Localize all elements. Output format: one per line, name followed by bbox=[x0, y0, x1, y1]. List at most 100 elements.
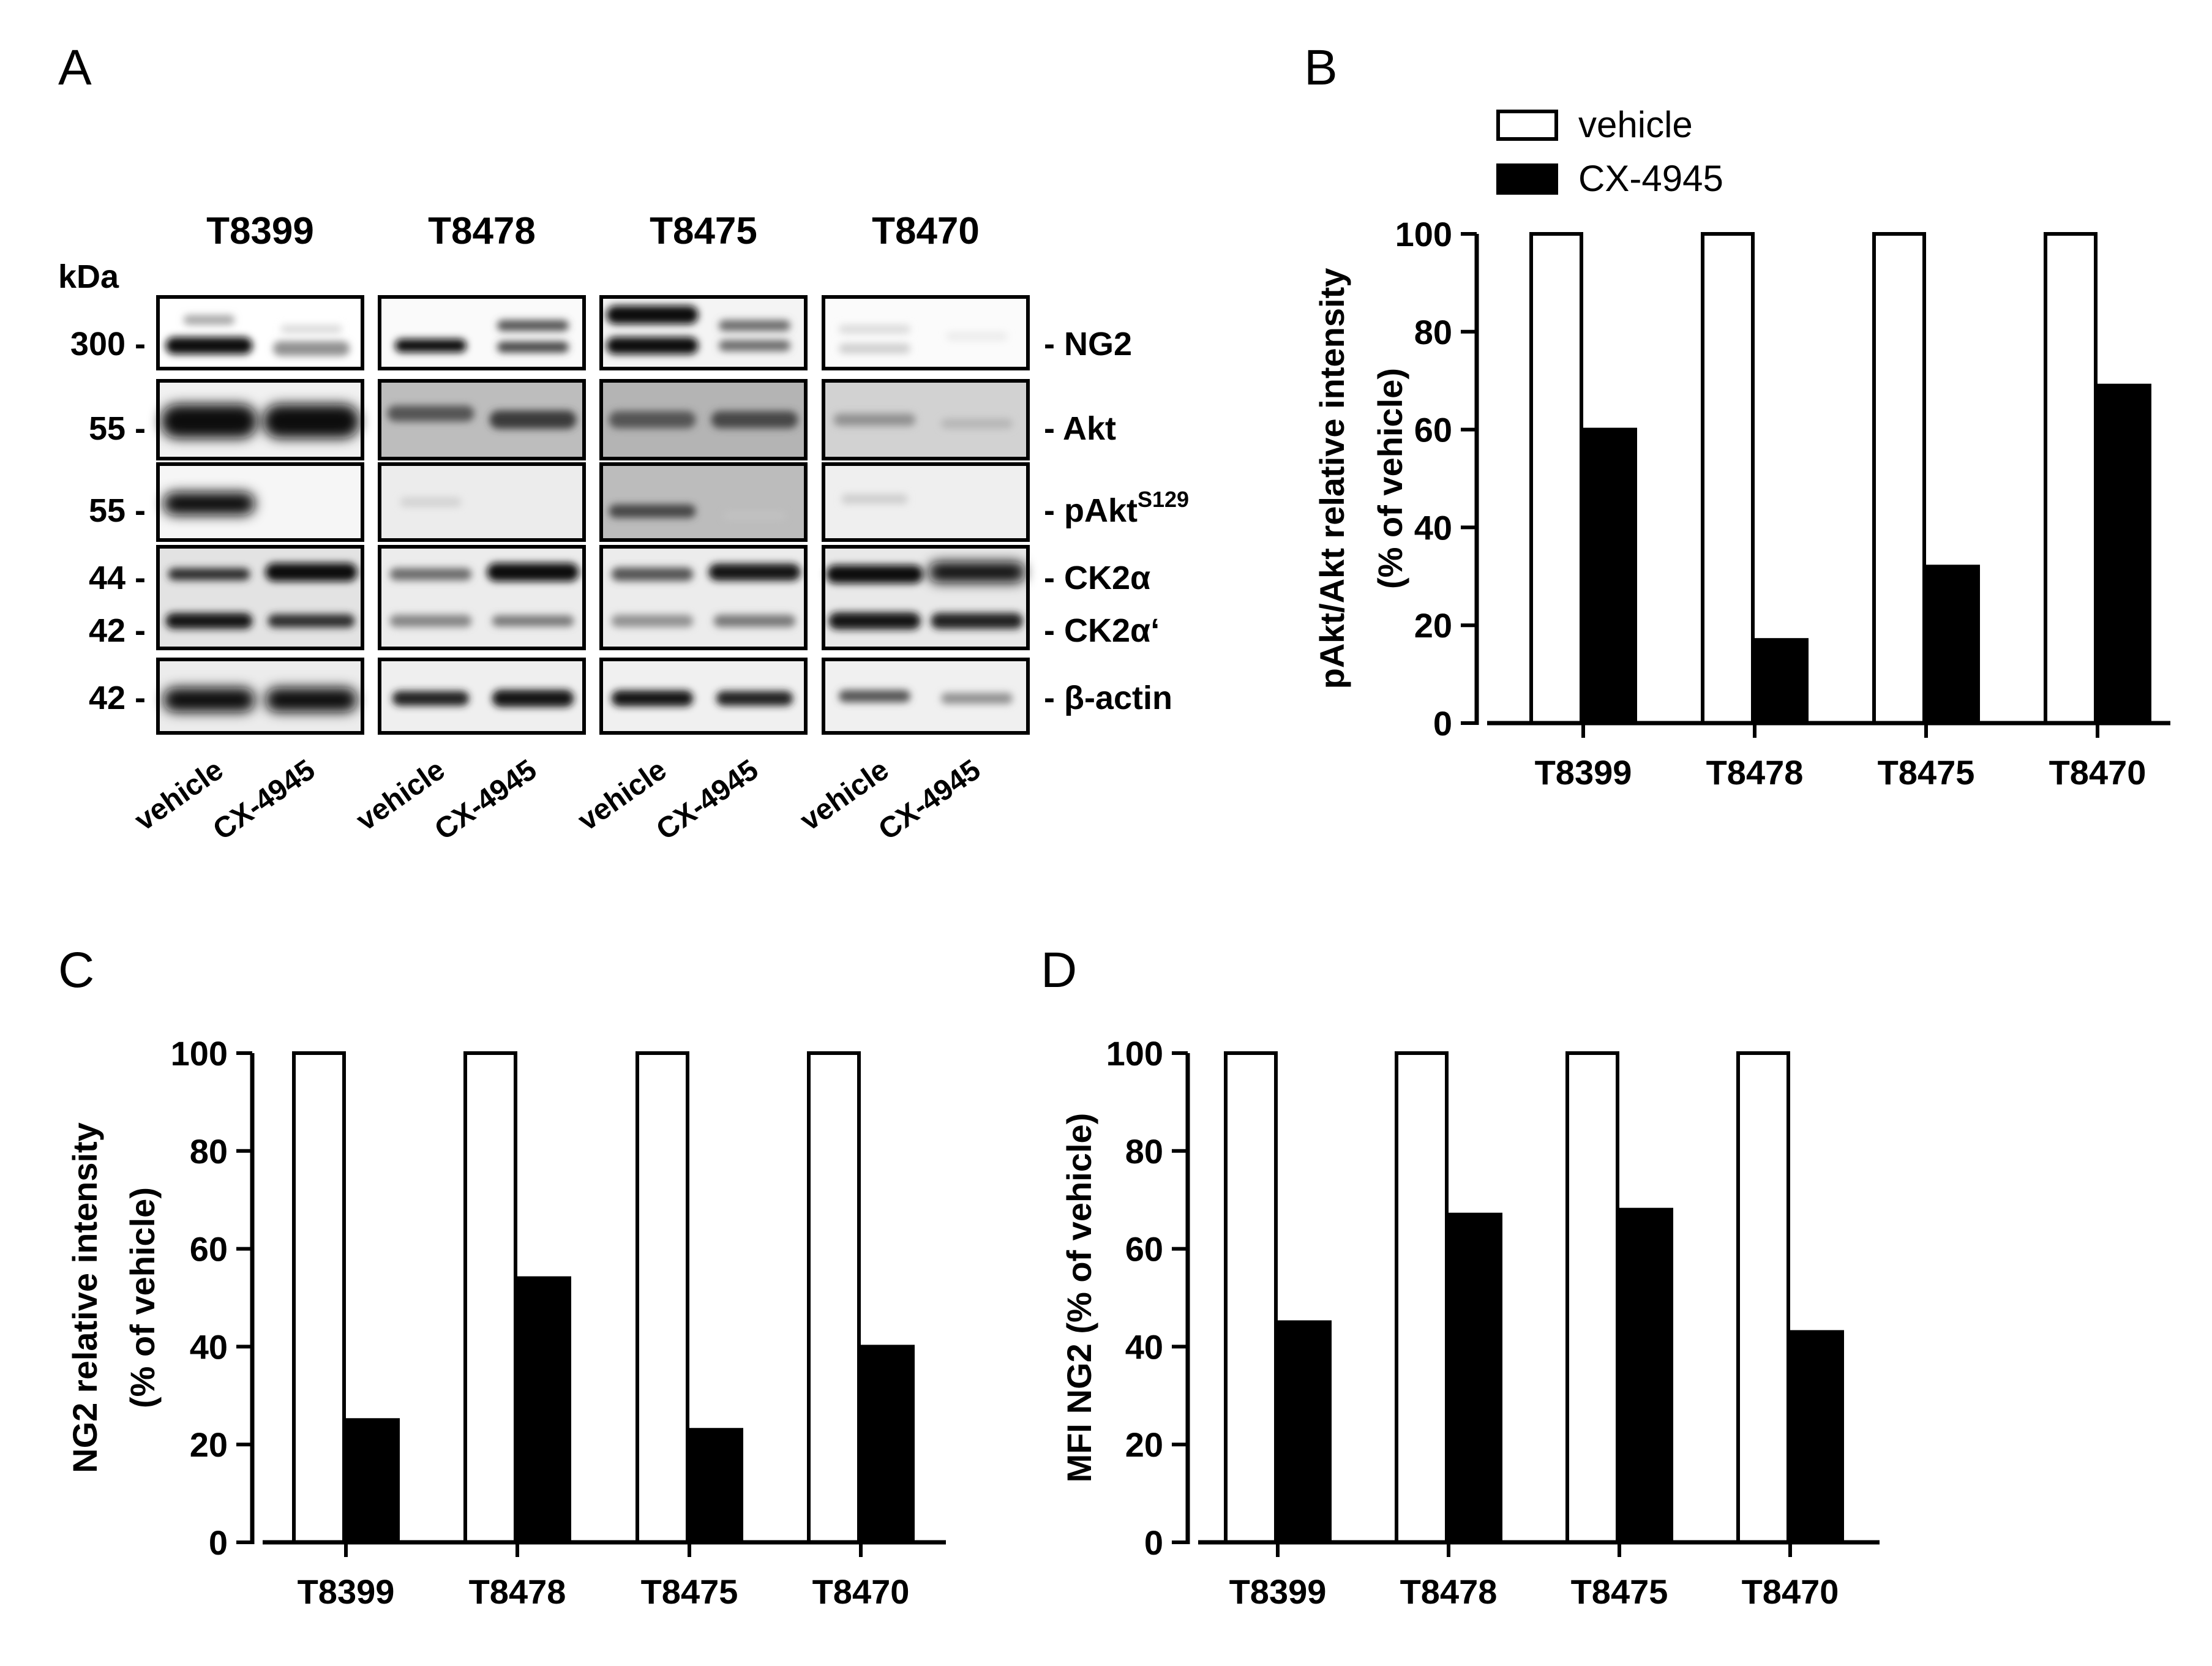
y-tick-label-80: 80 bbox=[1125, 1132, 1163, 1171]
blot-band-row4-g1-0 bbox=[392, 691, 470, 706]
panel-label-b: B bbox=[1304, 40, 1338, 96]
bar-T8399-vehicle bbox=[1529, 232, 1583, 725]
bar-T8470-vehicle bbox=[1736, 1051, 1790, 1544]
blot-band-row1-g2-1 bbox=[711, 411, 798, 429]
x-tick-label-T8478: T8478 bbox=[1400, 1572, 1498, 1611]
blot-band-row1-g1-0 bbox=[387, 405, 474, 422]
kda-header: kDa bbox=[58, 258, 119, 295]
blot-band-row0-g0-1 bbox=[183, 315, 235, 325]
bar-T8478-cx4945 bbox=[1755, 638, 1809, 726]
marker-label-row1-0: 55 - bbox=[89, 410, 146, 447]
x-tick-label-T8475: T8475 bbox=[641, 1572, 738, 1611]
x-tick-label-T8478: T8478 bbox=[469, 1572, 566, 1611]
legend-label-vehicle: vehicle bbox=[1578, 104, 1693, 145]
blot-band-row3-g1-1 bbox=[389, 615, 472, 628]
blot-band-row2-g3-0 bbox=[841, 494, 908, 505]
x-tick-label-T8399: T8399 bbox=[1229, 1572, 1327, 1611]
bar-T8475-vehicle bbox=[635, 1051, 689, 1544]
x-tick-label-T8470: T8470 bbox=[1742, 1572, 1839, 1611]
marker-label-row0-0: 300 - bbox=[70, 326, 146, 362]
x-tick-label-T8475: T8475 bbox=[1571, 1572, 1668, 1611]
x-tick-label-T8470: T8470 bbox=[2049, 753, 2146, 792]
blot-band-row2-g0-0 bbox=[163, 492, 255, 516]
western-blot: T8399 T8478 T8475 T8470 kDa 300 - - NG2 55 - - A… bbox=[58, 210, 1189, 847]
x-tick-label-T8399: T8399 bbox=[298, 1572, 395, 1611]
y-tick-label-80: 80 bbox=[190, 1132, 228, 1171]
sample-header-T8399: T8399 bbox=[206, 210, 314, 252]
chart-ng2-intensity: T8399 T8478 T8475 T8470 0 20 40 60 80 100 NG2 rela… bbox=[66, 1034, 946, 1611]
y-axis-label-0: NG2 relative intensity bbox=[66, 1122, 104, 1473]
blot-band-row4-g0-1 bbox=[265, 688, 358, 712]
blot-box-row3-T8399 bbox=[156, 545, 364, 650]
blot-band-row3-g2-2 bbox=[708, 563, 801, 581]
y-tick-label-40: 40 bbox=[1414, 508, 1452, 547]
y-axis-label-1: (% of vehicle) bbox=[123, 1187, 162, 1408]
y-tick-label-60: 60 bbox=[1125, 1230, 1163, 1269]
blot-band-row3-g3-3 bbox=[931, 613, 1023, 629]
blot-box-row2-T8478 bbox=[378, 462, 586, 542]
y-axis-label-1: (% of vehicle) bbox=[1371, 368, 1409, 589]
sample-header-T8478: T8478 bbox=[428, 210, 536, 252]
blot-band-row3-g1-2 bbox=[487, 563, 579, 582]
y-tick-label-0: 0 bbox=[1144, 1523, 1163, 1562]
blot-band-row4-g1-1 bbox=[492, 689, 574, 707]
blot-band-row1-g1-1 bbox=[489, 410, 577, 429]
protein-label-row0-0: - NG2 bbox=[1044, 326, 1132, 362]
protein-label-superscript: S129 bbox=[1138, 487, 1189, 512]
blot-band-row0-g1-2 bbox=[497, 341, 569, 353]
y-axis-label-0: MFI NG2 (% of vehicle) bbox=[1060, 1113, 1098, 1483]
legend: vehicle CX-4945 bbox=[1496, 104, 1723, 199]
y-tick-label-80: 80 bbox=[1414, 313, 1452, 351]
legend-label-cx4945: CX-4945 bbox=[1578, 158, 1723, 199]
y-axis-label-0: pAkt/Akt relative intensity bbox=[1313, 268, 1351, 689]
bar-T8478-cx4945 bbox=[517, 1276, 571, 1545]
chart-pakt-akt: T8399 T8478 T8475 T8470 0 20 40 60 80 100 pAkt/Akt… bbox=[1313, 215, 2170, 792]
y-tick-label-100: 100 bbox=[1106, 1034, 1163, 1073]
y-tick-label-40: 40 bbox=[1125, 1327, 1163, 1366]
blot-band-row4-g0-0 bbox=[163, 688, 255, 712]
y-tick-label-20: 20 bbox=[190, 1425, 228, 1464]
lane-label-T8470-cx4945: CX-4945 bbox=[873, 754, 987, 847]
marker-label-row3-1: 42 - bbox=[89, 612, 146, 649]
blot-band-row3-g3-1 bbox=[828, 612, 921, 630]
bar-T8475-cx4945 bbox=[689, 1428, 743, 1544]
bar-T8475-cx4945 bbox=[1619, 1207, 1673, 1545]
blot-box-row2-T8475 bbox=[599, 462, 808, 542]
y-tick-label-100: 100 bbox=[171, 1034, 228, 1073]
blot-band-row0-g2-2 bbox=[719, 320, 790, 331]
x-tick-label-T8470: T8470 bbox=[812, 1572, 910, 1611]
bar-T8399-cx4945 bbox=[1583, 427, 1637, 725]
bar-T8478-vehicle bbox=[1701, 232, 1755, 725]
bar-T8475-vehicle bbox=[1565, 1051, 1619, 1544]
blot-band-row1-g3-0 bbox=[833, 413, 916, 426]
x-tick-label-T8475: T8475 bbox=[1878, 753, 1975, 792]
lane-label-T8399-cx4945: CX-4945 bbox=[208, 754, 321, 847]
lane-label-T8475-cx4945: CX-4945 bbox=[651, 754, 765, 847]
y-tick-label-60: 60 bbox=[190, 1230, 228, 1269]
legend-swatch-cx4945 bbox=[1496, 163, 1558, 195]
blot-band-row0-g0-3 bbox=[280, 325, 342, 334]
protein-label-row3-1: - CK2α‘ bbox=[1044, 612, 1160, 649]
blot-band-row0-g0-0 bbox=[165, 337, 253, 355]
y-tick-label-0: 0 bbox=[1433, 704, 1452, 743]
marker-label-row2-0: 55 - bbox=[89, 492, 146, 529]
blot-band-row0-g3-2 bbox=[946, 332, 1008, 341]
protein-label-row4-0: - β-actin bbox=[1044, 680, 1172, 716]
blot-band-row1-g0-0 bbox=[160, 404, 258, 439]
blot-band-row3-g0-3 bbox=[268, 614, 355, 628]
blot-band-row4-g2-1 bbox=[716, 691, 793, 706]
blot-band-row1-g2-0 bbox=[609, 411, 696, 429]
blot-band-row2-g2-0 bbox=[609, 504, 696, 518]
blot-band-row0-g2-1 bbox=[606, 337, 699, 355]
bar-T8399-cx4945 bbox=[1278, 1320, 1332, 1544]
blot-band-row0-g3-1 bbox=[839, 343, 910, 354]
blot-band-row0-g0-2 bbox=[272, 341, 350, 356]
blot-band-row1-g0-1 bbox=[263, 404, 360, 439]
y-tick-label-20: 20 bbox=[1414, 606, 1452, 645]
bar-T8470-vehicle bbox=[807, 1051, 861, 1544]
blot-band-row4-g3-0 bbox=[839, 690, 910, 702]
blot-band-row3-g1-3 bbox=[492, 615, 574, 627]
marker-label-row3-0: 44 - bbox=[89, 560, 146, 596]
y-tick-label-100: 100 bbox=[1395, 215, 1452, 253]
